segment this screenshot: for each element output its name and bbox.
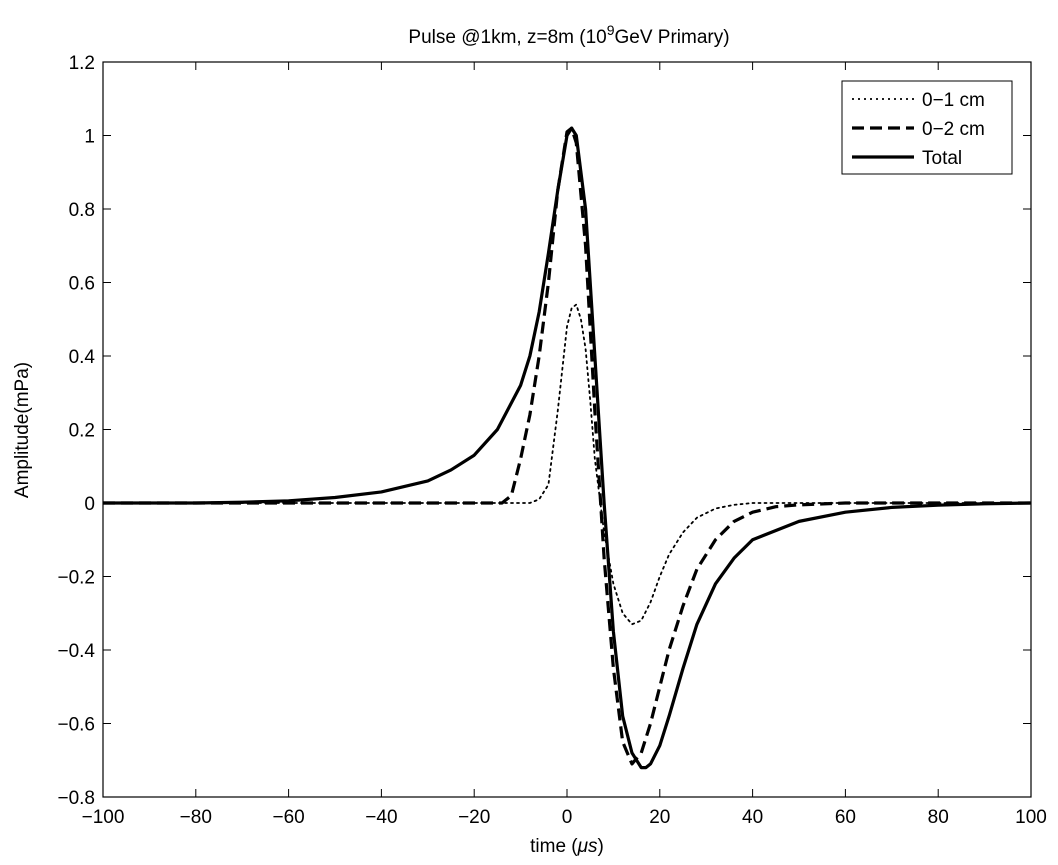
x-tick-label: −60	[272, 807, 304, 828]
legend-label: 0−1 cm	[922, 90, 985, 111]
x-axis: −100 −80 −60 −40 −20 0 20 40 60 80 100	[82, 62, 1047, 828]
chart-title: Pulse @1km, z=8m (109GeV Primary)	[408, 22, 729, 48]
y-tick-label: 1	[84, 127, 95, 148]
x-tick-label: 80	[928, 807, 949, 828]
x-axis-label-unit: μs	[577, 836, 598, 857]
x-tick-label: 40	[742, 807, 763, 828]
x-axis-label-main: time (	[530, 836, 578, 857]
x-tick-label: −100	[82, 807, 125, 828]
chart-title-main: Pulse @1km, z=8m (10	[408, 27, 606, 48]
x-tick-label: −40	[365, 807, 397, 828]
x-tick-label: −20	[458, 807, 490, 828]
x-tick-label: 20	[649, 807, 670, 828]
chart-title-end: GeV Primary)	[615, 27, 730, 48]
y-axis: −0.8 −0.6 −0.4 −0.2 0 0.2 0.4 0.6 0.8 1 1.2	[57, 53, 1031, 809]
x-tick-label: 0	[562, 807, 573, 828]
x-axis-label-end: )	[598, 836, 604, 857]
y-tick-label: 0.8	[69, 200, 95, 221]
series-layer	[103, 126, 1031, 770]
series-line-solid	[103, 126, 1031, 770]
y-tick-label: 0.6	[69, 274, 95, 295]
x-tick-label: −80	[180, 807, 212, 828]
y-tick-label: 0.4	[69, 347, 96, 368]
y-axis-label: Amplitude(mPa)	[12, 362, 33, 498]
chart-title-superscript: 9	[607, 22, 615, 38]
x-tick-label: 100	[1015, 807, 1047, 828]
y-tick-label: −0.4	[57, 641, 95, 662]
y-tick-label: −0.6	[57, 715, 95, 736]
x-axis-label: time (μs)	[530, 836, 604, 857]
plot-area	[103, 62, 1031, 797]
x-tick-label: 60	[835, 807, 856, 828]
y-tick-label: 1.2	[69, 53, 95, 74]
y-tick-label: 0.2	[69, 421, 95, 442]
y-tick-label: 0	[84, 494, 95, 515]
legend-label: 0−2 cm	[922, 119, 985, 140]
legend-label: Total	[922, 148, 962, 169]
legend: 0−1 cm 0−2 cm Total	[841, 80, 1013, 175]
y-tick-label: −0.2	[57, 568, 95, 589]
y-tick-label: −0.8	[57, 788, 95, 809]
